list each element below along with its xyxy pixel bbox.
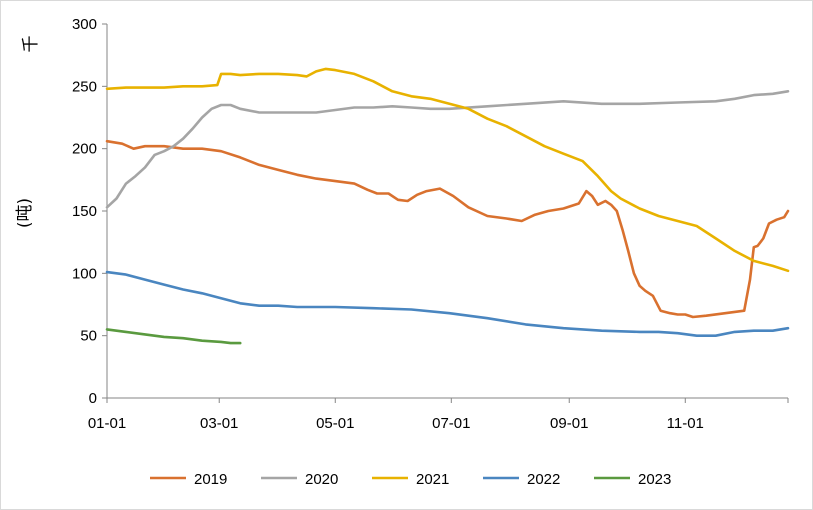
series-line-2019: [105, 139, 790, 319]
legend-label-2022: 2022: [527, 471, 560, 488]
series-line-2021: [105, 67, 790, 273]
x-tick-label: 03-01: [200, 415, 238, 432]
legend-label-2020: 2020: [305, 471, 338, 488]
y-tick-label: 150: [72, 203, 97, 220]
legend-label-2019: 2019: [194, 471, 227, 488]
series-line-2020: [105, 90, 790, 209]
y-tick-label: 250: [72, 78, 97, 95]
y-tick-label: 0: [89, 390, 97, 407]
x-tick-label: 05-01: [316, 415, 354, 432]
y-tick-label: 200: [72, 141, 97, 158]
legend-label-2023: 2023: [638, 471, 671, 488]
y-axis-unit-top: 千: [21, 36, 41, 53]
x-tick-label: 07-01: [432, 415, 470, 432]
series-line-2023: [105, 328, 242, 345]
legend-label-2021: 2021: [416, 471, 449, 488]
series-layer: [105, 67, 790, 345]
x-tick-label: 11-01: [667, 415, 704, 432]
y-tick-label: 300: [72, 16, 97, 33]
y-axis-unit-label: (吨): [15, 198, 35, 228]
y-tick-label: 50: [80, 328, 97, 345]
series-line-2022: [105, 270, 790, 338]
y-tick-label: 100: [72, 265, 97, 282]
x-tick-label: 01-01: [88, 415, 126, 432]
axes: 0 50 100 150 200 250 300 01-01 03-01 05-01 07-01 09…: [72, 16, 789, 432]
x-tick-label: 09-01: [550, 415, 588, 432]
legend: 2019 2020 2021 2022 2023: [150, 471, 671, 488]
